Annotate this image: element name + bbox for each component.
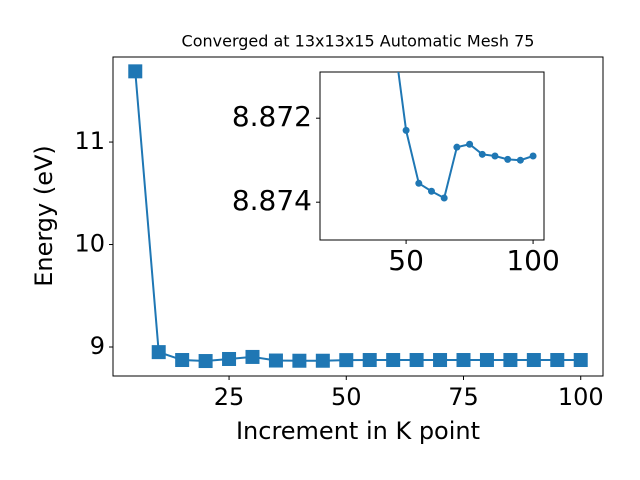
axes-frame	[112, 56, 604, 377]
marker	[268, 353, 283, 368]
x-tick-label: 100	[558, 383, 604, 411]
y-axis-label: Energy (eV)	[30, 145, 58, 287]
axes-frame	[319, 71, 545, 241]
x-tick-label: 50	[388, 244, 424, 277]
marker	[222, 351, 237, 366]
series-line	[134, 71, 581, 363]
marker	[415, 179, 423, 187]
marker	[440, 194, 448, 202]
marker	[516, 156, 524, 164]
marker	[453, 143, 461, 151]
marker	[529, 152, 537, 160]
y-tick-label: 9	[90, 332, 105, 360]
marker	[503, 353, 518, 368]
marker	[386, 353, 401, 368]
y-tick-label: 10	[74, 230, 105, 258]
marker	[175, 353, 190, 368]
y-tick-label: 8.872	[232, 100, 312, 133]
marker	[198, 354, 213, 369]
marker	[128, 64, 143, 79]
marker	[362, 353, 377, 368]
marker	[466, 140, 474, 148]
marker	[402, 126, 410, 134]
marker	[491, 152, 499, 160]
marker	[433, 353, 448, 368]
marker	[409, 353, 424, 368]
marker	[456, 353, 471, 368]
x-axis-label: Increment in K point	[236, 417, 480, 445]
marker	[427, 187, 435, 195]
marker	[526, 353, 541, 368]
plot-area	[397, 72, 537, 202]
marker	[151, 345, 166, 360]
marker	[478, 150, 486, 158]
x-tick-label: 100	[506, 244, 559, 277]
y-tick-label: 8.874	[232, 184, 312, 217]
x-tick-label: 50	[331, 383, 362, 411]
plot-area	[128, 64, 588, 369]
marker	[245, 349, 260, 364]
marker	[479, 353, 494, 368]
y-tick-label: 11	[74, 127, 105, 155]
marker	[339, 353, 354, 368]
series-line	[397, 72, 534, 200]
marker	[550, 353, 565, 368]
marker	[292, 353, 307, 368]
x-tick-label: 75	[448, 383, 479, 411]
x-tick-label: 25	[214, 383, 245, 411]
marker	[315, 353, 330, 368]
marker	[504, 155, 512, 163]
marker	[573, 353, 588, 368]
chart-title: Converged at 13x13x15 Automatic Mesh 75	[182, 32, 535, 51]
